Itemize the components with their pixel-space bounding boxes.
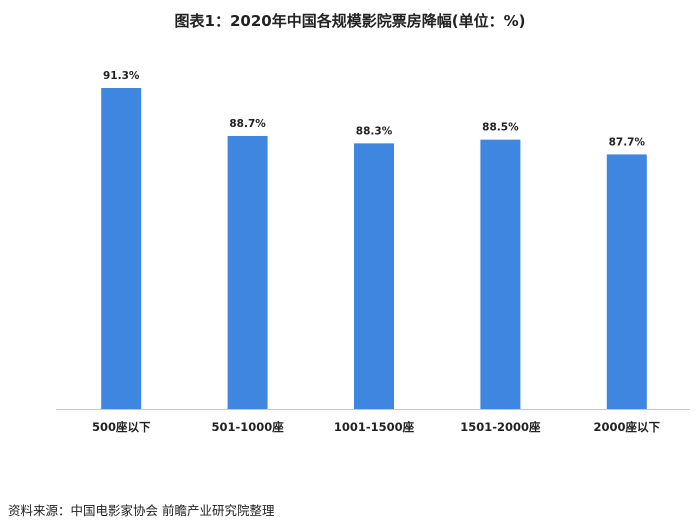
data-label-5: 87.7% bbox=[609, 136, 646, 148]
category-label-4: 1501-2000座 bbox=[460, 420, 541, 434]
chart-title: 图表1：2020年中国各规模影院票房降幅(单位：%) bbox=[174, 12, 526, 30]
bar-4 bbox=[480, 139, 521, 410]
data-label-3: 88.3% bbox=[356, 125, 393, 137]
data-label-1: 91.3% bbox=[103, 70, 140, 82]
category-label-2: 501-1000座 bbox=[211, 420, 284, 434]
bar-2 bbox=[227, 135, 268, 409]
bar-1 bbox=[101, 88, 142, 409]
category-label-1: 500座以下 bbox=[92, 420, 151, 434]
bar-3 bbox=[354, 143, 394, 409]
category-label-5: 2000座以下 bbox=[594, 420, 661, 434]
source-note: 资料来源：中国电影家协会 前瞻产业研究院整理 bbox=[8, 503, 275, 518]
category-label-3: 1001-1500座 bbox=[334, 420, 415, 434]
data-label-2: 88.7% bbox=[229, 118, 266, 130]
data-label-4: 88.5% bbox=[482, 122, 519, 134]
bar-5 bbox=[606, 154, 647, 409]
